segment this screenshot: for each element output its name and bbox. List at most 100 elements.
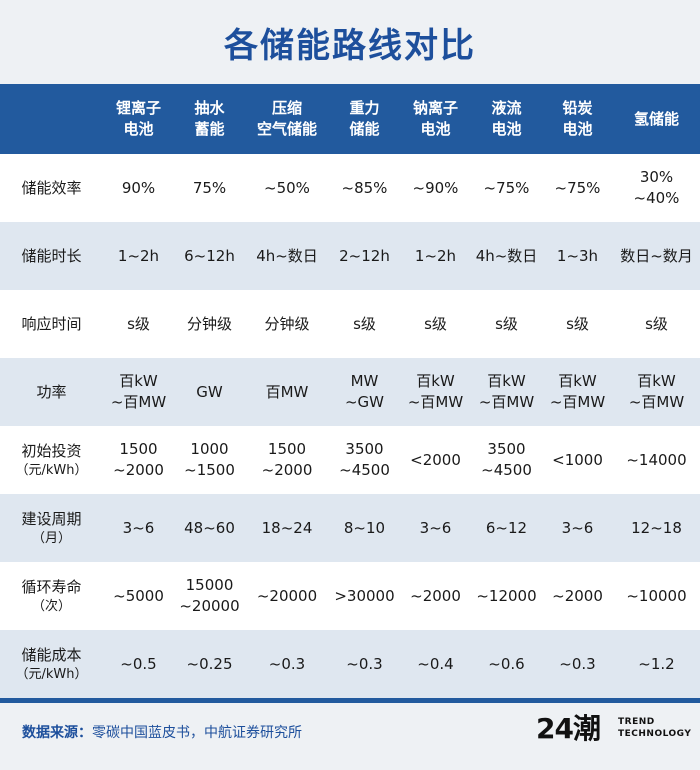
table-cell: ~0.3 [542,630,613,698]
data-source-label: 数据来源： [22,725,92,741]
logo-mark: 24潮 [536,712,601,745]
logo-line-1: TREND [618,717,655,727]
table-cell: 3~6 [103,494,174,562]
table-cell: GW [174,358,245,426]
table-row: 循环寿命 （次） ~5000 15000 ~20000 ~20000 >30000 ~200… [0,562,700,630]
logo-line-2: TECHNOLOGY [618,729,692,739]
column-header: 重力 储能 [329,84,400,154]
table-cell: 1~3h [542,222,613,290]
table-cell: ~0.5 [103,630,174,698]
table-cell: 6~12h [174,222,245,290]
row-label: 储能成本 （元/kWh） [0,630,103,698]
row-label-unit: （月） [31,530,71,546]
table-row: 储能成本 （元/kWh） ~0.5 ~0.25 ~0.3 ~0.3 ~0.4 ~0.6 ~0.3… [0,630,700,698]
table-cell: 75% [174,154,245,222]
table-cell: 百kW ~百MW [471,358,542,426]
row-label: 储能效率 [0,154,103,222]
table-cell: ~1.2 [613,630,700,698]
table-cell: 1~2h [103,222,174,290]
table-cell: 3~6 [400,494,471,562]
table-row: 响应时间 s级 分钟级 分钟级 s级 s级 s级 s级 s级 [0,290,700,358]
row-label-text: 初始投资 [21,441,82,460]
column-header: 压缩 空气储能 [245,84,329,154]
table-cell: s级 [329,290,400,358]
table-cell: 30% ~40% [613,154,700,222]
row-label-text: 建设周期 [21,509,82,528]
table-row: 建设周期 （月） 3~6 48~60 18~24 8~10 3~6 6~12 3~6 12~18 [0,494,700,562]
row-label-text: 响应时间 [21,314,82,333]
table-cell: 1000 ~1500 [174,426,245,494]
table-cell: 3~6 [542,494,613,562]
table-cell: s级 [542,290,613,358]
table-cell: ~5000 [103,562,174,630]
table-cell: 百kW ~百MW [400,358,471,426]
page-title: 各储能路线对比 [224,26,476,66]
row-label-text: 循环寿命 [21,577,82,596]
brand-logo: 24潮 TREND TECHNOLOGY [536,712,691,748]
table-cell: ~0.3 [245,630,329,698]
comparison-table: 锂离子 电池 抽水 蓄能 压缩 空气储能 重力 储能 钠离子 电池 液流 电池 铅炭 电池氢… [0,84,700,698]
table-cell: 12~18 [613,494,700,562]
table-cell: 百MW [245,358,329,426]
table-cell: 90% [103,154,174,222]
row-label: 初始投资 （元/kWh） [0,426,103,494]
table-cell: 百kW ~百MW [103,358,174,426]
table-cell: 分钟级 [245,290,329,358]
table-cell: 3500 ~4500 [471,426,542,494]
table-cell: 8~10 [329,494,400,562]
row-label: 功率 [0,358,103,426]
table-cell: ~0.6 [471,630,542,698]
table-cell: 2~12h [329,222,400,290]
table-cell: ~0.25 [174,630,245,698]
row-label: 循环寿命 （次） [0,562,103,630]
row-label-unit: （元/kWh） [15,462,88,478]
table-cell: ~10000 [613,562,700,630]
table-cell: ~85% [329,154,400,222]
table-cell: 48~60 [174,494,245,562]
row-label: 储能时长 [0,222,103,290]
data-source-text: 零碳中国蓝皮书，中航证券研究所 [92,725,302,741]
column-header: 抽水 蓄能 [174,84,245,154]
table-cell: MW ~GW [329,358,400,426]
table-cell: s级 [103,290,174,358]
column-header: 铅炭 电池 [542,84,613,154]
header-corner [0,84,103,154]
table-cell: 百kW ~百MW [542,358,613,426]
table-cell: 4h~数日 [245,222,329,290]
column-header: 液流 电池 [471,84,542,154]
table-cell: ~75% [471,154,542,222]
table-cell: s级 [400,290,471,358]
table-cell: 15000 ~20000 [174,562,245,630]
table-header-row: 锂离子 电池 抽水 蓄能 压缩 空气储能 重力 储能 钠离子 电池 液流 电池 铅炭 电池氢… [0,84,700,154]
table-row: 功率 百kW ~百MW GW 百MW MW ~GW 百kW ~百MW 百kW ~百MW 百kW… [0,358,700,426]
table-cell: <2000 [400,426,471,494]
table-cell: >30000 [329,562,400,630]
table-row: 储能效率 90% 75% ~50% ~85% ~90% ~75% ~75% 30% ~40% [0,154,700,222]
table-body: 储能效率 90% 75% ~50% ~85% ~90% ~75% ~75% 30% ~40% 储能… [0,154,700,698]
table-cell: 分钟级 [174,290,245,358]
table-row: 储能时长 1~2h 6~12h 4h~数日 2~12h 1~2h 4h~数日 1~3h 数日~数… [0,222,700,290]
table-cell: s级 [613,290,700,358]
table-cell: 1~2h [400,222,471,290]
column-header: 氢储能 [613,84,700,154]
row-label: 建设周期 （月） [0,494,103,562]
table-cell: 1500 ~2000 [245,426,329,494]
table-cell: ~75% [542,154,613,222]
table-cell: 1500 ~2000 [103,426,174,494]
row-label-text: 储能效率 [21,178,82,197]
column-header: 钠离子 电池 [400,84,471,154]
row-label-unit: （次） [31,598,71,614]
table-cell: ~14000 [613,426,700,494]
column-header: 锂离子 电池 [103,84,174,154]
table-cell: ~2000 [542,562,613,630]
table-cell: ~0.4 [400,630,471,698]
row-label-text: 功率 [36,382,67,401]
row-label-unit: （元/kWh） [15,666,88,682]
table-cell: ~90% [400,154,471,222]
row-label-text: 储能时长 [21,246,82,265]
table-cell: 6~12 [471,494,542,562]
table-cell: 3500 ~4500 [329,426,400,494]
table-cell: 4h~数日 [471,222,542,290]
row-label-text: 储能成本 [21,645,82,664]
table-cell: 18~24 [245,494,329,562]
